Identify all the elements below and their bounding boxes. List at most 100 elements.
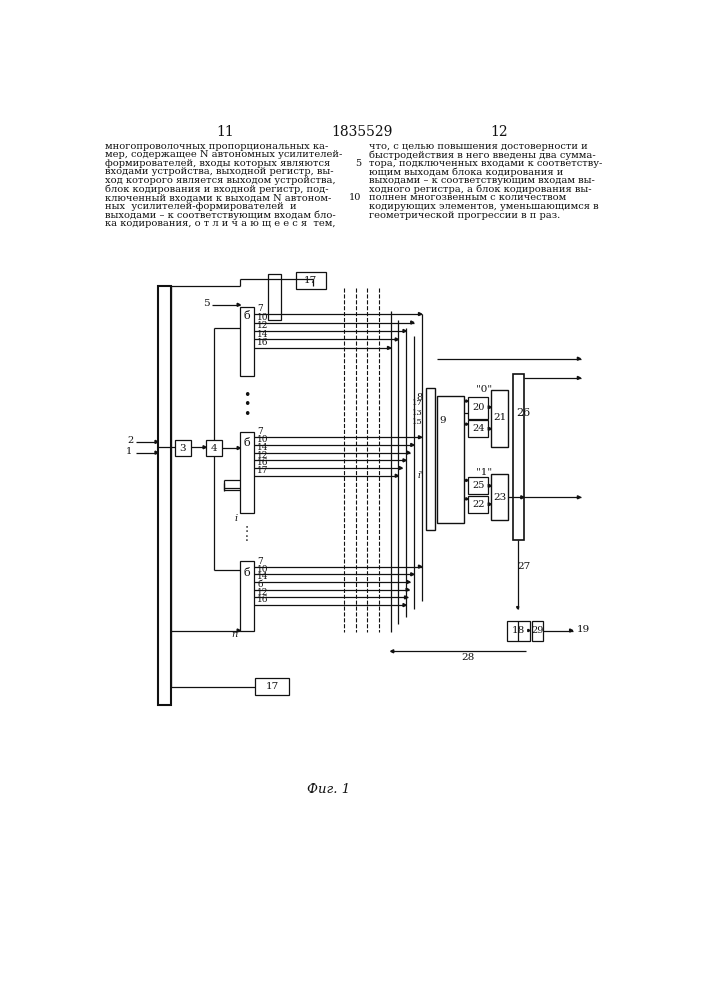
Text: ходного регистра, а блок кодирования вы-: ходного регистра, а блок кодирования вы- [369,185,592,194]
Polygon shape [489,406,491,409]
Text: "0": "0" [476,385,491,394]
Polygon shape [570,629,573,632]
Text: 16: 16 [257,458,269,467]
Bar [240,561,255,631]
Text: 2: 2 [128,436,134,445]
Polygon shape [237,629,240,632]
Polygon shape [406,588,409,591]
Polygon shape [411,573,414,576]
Bar [437,396,464,523]
Text: мер, содержащее N автономных усилителей-: мер, содержащее N автономных усилителей- [105,150,343,159]
Text: кодирующих элементов, уменьшающимся в: кодирующих элементов, уменьшающимся в [369,202,599,211]
Text: i: i [234,514,237,523]
Polygon shape [489,503,491,506]
Text: i': i' [417,471,423,480]
Text: 20: 20 [472,403,484,412]
Bar [240,307,255,376]
Text: выходами – к соответствующим входам бло-: выходами – к соответствующим входам бло- [105,211,336,220]
Text: 14: 14 [257,443,269,452]
Text: 17: 17 [265,682,279,691]
Text: что, с целью повышения достоверности и: что, с целью повышения достоверности и [369,142,588,151]
Text: •: • [244,398,251,411]
Polygon shape [395,338,398,341]
Polygon shape [528,629,530,632]
Polygon shape [391,650,394,653]
Text: 10: 10 [349,192,361,202]
Polygon shape [404,596,408,599]
Bar [468,420,489,437]
Bar [175,440,191,456]
Text: ·: · [245,535,249,548]
Text: 7: 7 [257,557,263,566]
Text: 12: 12 [257,588,269,597]
Bar [158,286,170,705]
Text: 18: 18 [512,626,525,635]
Text: 17: 17 [304,276,317,285]
Text: 17: 17 [257,466,269,475]
Text: 15: 15 [412,418,423,426]
Text: б: б [244,311,250,321]
Polygon shape [578,496,580,499]
Polygon shape [466,423,468,425]
Polygon shape [466,400,468,402]
Bar [268,274,281,320]
Polygon shape [399,466,402,470]
Text: 8: 8 [416,393,422,402]
Text: 22: 22 [472,500,484,509]
Bar [468,397,489,419]
Polygon shape [403,604,406,607]
Text: Фиг. 1: Фиг. 1 [307,783,350,796]
Text: 14: 14 [257,330,269,339]
Bar [468,477,489,494]
Bar [468,496,489,513]
Text: 27: 27 [518,562,531,571]
Text: 14: 14 [257,572,269,581]
Polygon shape [578,357,580,360]
Text: n: n [231,630,237,639]
Text: 28: 28 [462,653,474,662]
Bar [491,474,508,520]
Polygon shape [419,312,421,316]
Bar [532,620,543,641]
Polygon shape [411,443,414,446]
Text: блок кодирования и входной регистр, под-: блок кодирования и входной регистр, под- [105,185,329,194]
Text: тора, подключенных входами к соответству-: тора, подключенных входами к соответству… [369,159,602,168]
Text: 13: 13 [412,409,423,417]
Text: 10: 10 [257,435,269,444]
Text: геометрической прогрессии в п раз.: геометрической прогрессии в п раз. [369,211,560,220]
Text: б: б [257,580,263,589]
Polygon shape [387,346,391,349]
Text: 25: 25 [472,481,484,490]
Polygon shape [489,484,491,487]
Bar [491,389,508,447]
Polygon shape [237,446,240,450]
Polygon shape [155,451,158,454]
Polygon shape [517,607,519,609]
Text: ка кодирования, о т л и ч а ю щ е е с я  тем,: ка кодирования, о т л и ч а ю щ е е с я … [105,219,336,228]
Text: 12: 12 [257,321,269,330]
Polygon shape [489,427,491,430]
Text: формирователей, входы которых являются: формирователей, входы которых являются [105,159,331,168]
Text: :: : [245,522,250,535]
Text: ход которого является выходом устройства,: ход которого является выходом устройства… [105,176,336,185]
Polygon shape [395,474,398,477]
Text: 7: 7 [257,427,263,436]
Polygon shape [403,329,406,333]
Text: б: б [244,438,250,448]
Bar [507,620,530,641]
Text: 29: 29 [532,626,544,635]
Polygon shape [407,451,410,454]
Text: 24: 24 [472,424,484,433]
Text: ключенный входами к выходам N автоном-: ключенный входами к выходам N автоном- [105,193,332,202]
Polygon shape [155,440,158,443]
Polygon shape [403,459,406,462]
Polygon shape [466,498,468,500]
Bar [296,272,325,289]
Bar [513,374,524,540]
Text: 16: 16 [257,595,269,604]
Text: ющим выходам блока кодирования и: ющим выходам блока кодирования и [369,167,563,177]
Polygon shape [466,479,468,482]
Text: 11: 11 [216,125,235,139]
Polygon shape [407,580,410,584]
Text: ных  усилителей-формирователей  и: ных усилителей-формирователей и [105,202,297,211]
